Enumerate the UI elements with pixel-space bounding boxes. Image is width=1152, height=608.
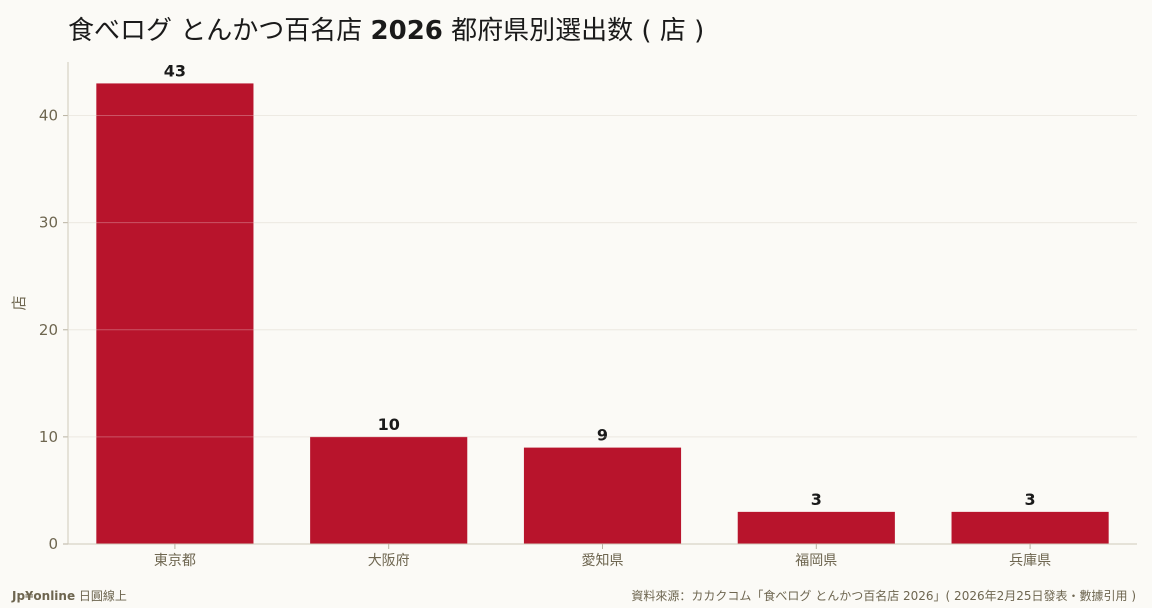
brand-name: Jp¥online xyxy=(12,589,76,603)
x-tick-label: 大阪府 xyxy=(368,553,410,569)
brand-suffix: 日圓線上 xyxy=(75,589,127,603)
data-label: 3 xyxy=(811,490,822,509)
bars xyxy=(96,83,1109,544)
x-tick-label: 兵庫県 xyxy=(1009,552,1051,569)
chart-title-prefix: 食べログ とんかつ百名店 xyxy=(68,16,371,46)
y-tick-label: 30 xyxy=(39,214,58,232)
bar-4 xyxy=(737,511,895,544)
x-tick-label: 福岡県 xyxy=(795,553,837,569)
footer-brand: Jp¥online 日圓線上 xyxy=(12,587,127,604)
y-axis-label: 店 xyxy=(10,295,28,310)
y-tick-label: 0 xyxy=(48,535,58,553)
data-label: 10 xyxy=(378,415,400,434)
data-labels: 43 10 9 3 3 xyxy=(68,61,1137,509)
footer-source: 資料來源：カカクコム「食べログ とんかつ百名店 2026」( 2026年2月25… xyxy=(631,589,1136,603)
bar-2 xyxy=(310,436,468,544)
chart-title-suffix: 都府県別選出数 ( 店 ) xyxy=(442,16,705,46)
data-label: 43 xyxy=(164,61,186,80)
y-tick-label: 10 xyxy=(39,428,58,446)
x-tick-label: 東京都 xyxy=(154,553,196,569)
bar-3 xyxy=(523,447,682,544)
chart-title-year: 2026 xyxy=(370,16,443,46)
data-label: 3 xyxy=(1025,490,1036,509)
bar-5 xyxy=(951,511,1109,544)
x-tick-label: 愛知県 xyxy=(582,552,624,569)
chart-title: 食べログ とんかつ百名店 2026 都府県別選出数 ( 店 ) xyxy=(68,10,704,47)
y-tick-label: 20 xyxy=(39,321,58,339)
bar-1 xyxy=(96,83,254,544)
data-label: 9 xyxy=(597,426,608,445)
y-tick-label: 40 xyxy=(39,107,58,125)
